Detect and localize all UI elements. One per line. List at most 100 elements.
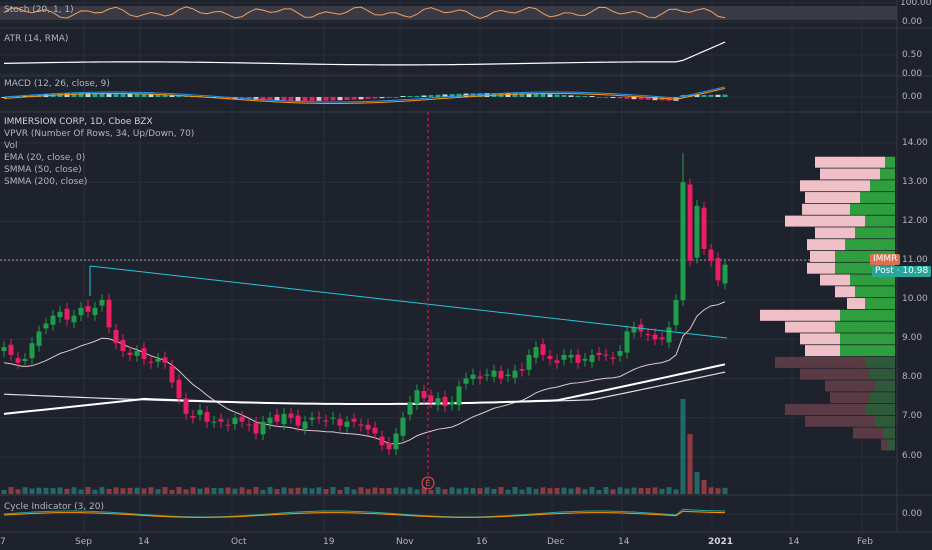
- volume-bar: [421, 487, 427, 494]
- macd-bar: [218, 97, 224, 99]
- x-tick-dec: Dec: [547, 537, 565, 547]
- macd-bar: [428, 95, 434, 97]
- macd-bar: [288, 97, 294, 101]
- volume-bar: [204, 487, 210, 494]
- macd-bar: [701, 94, 707, 97]
- ticker-tag[interactable]: IMMR: [870, 254, 901, 265]
- macd-bar: [92, 93, 98, 97]
- volume-bar: [477, 488, 483, 494]
- volume-bar: [169, 489, 175, 494]
- candle-body: [330, 417, 336, 419]
- macd-bar: [421, 95, 427, 97]
- volume-bar: [92, 489, 98, 494]
- macd-tick-000: 0.00: [902, 92, 923, 102]
- macd-bar: [323, 97, 329, 101]
- earnings-marker: [421, 476, 435, 490]
- earnings-marker-text[interactable]: E: [425, 479, 431, 488]
- ema-label[interactable]: EMA (20, close, 0): [4, 153, 86, 163]
- smma200-label[interactable]: SMMA (200, close): [4, 177, 88, 187]
- volume-bar: [379, 488, 385, 494]
- macd-bar: [547, 94, 553, 97]
- macd-line: [3, 86, 726, 103]
- volume-bar: [631, 487, 637, 494]
- x-tick-2021: 2021: [708, 537, 734, 547]
- cycle-label[interactable]: Cycle Indicator (3, 20): [4, 502, 105, 512]
- candle-body: [232, 417, 238, 425]
- candle-body: [708, 249, 714, 261]
- macd-bar: [372, 97, 378, 99]
- vpvr-down-row: [820, 168, 880, 180]
- candle-body: [582, 358, 588, 361]
- volume-bar: [617, 487, 623, 494]
- vpvr-down-row: [802, 203, 850, 215]
- volume-bar: [701, 480, 707, 494]
- volume-bar: [694, 472, 700, 494]
- candle-body: [274, 414, 280, 422]
- price-tick-6: 6.00: [902, 451, 923, 461]
- candle-body: [36, 331, 42, 346]
- volume-bar: [512, 487, 518, 494]
- vpvr-down-row: [785, 404, 865, 416]
- macd-bar: [71, 93, 77, 97]
- vpvr-down-row: [775, 356, 865, 368]
- post-market-tag[interactable]: Post · 10.98: [872, 266, 932, 277]
- candle-body: [148, 361, 154, 363]
- candle-body: [421, 390, 427, 399]
- volume-bar: [267, 487, 273, 494]
- candle-body: [463, 378, 469, 384]
- stoch-label[interactable]: Stoch (20, 1, 1): [4, 5, 74, 15]
- candle-body: [540, 344, 546, 355]
- macd-histogram: [1, 86, 728, 105]
- candle-body: [484, 374, 490, 376]
- macd-label[interactable]: MACD (12, 26, close, 9): [4, 79, 110, 89]
- macd-bar: [148, 94, 154, 97]
- vpvr-up-row: [870, 392, 895, 404]
- macd-bar: [512, 93, 518, 97]
- vpvr-down-row: [815, 227, 855, 239]
- volume-bar: [190, 487, 196, 494]
- candle-body: [624, 331, 630, 353]
- volume-bar: [288, 488, 294, 494]
- vol-label[interactable]: Vol: [4, 141, 18, 151]
- volume-bar: [15, 489, 21, 494]
- volume-bar: [330, 487, 336, 494]
- x-tick-7: 7: [0, 537, 6, 547]
- candle-body: [358, 424, 364, 426]
- candle-body: [211, 421, 217, 423]
- candle-body: [442, 396, 448, 406]
- volume-bar: [239, 487, 245, 494]
- candle-body: [407, 402, 413, 415]
- macd-bar: [568, 95, 574, 97]
- candle-body: [43, 323, 49, 329]
- volume-bar: [155, 489, 161, 494]
- vpvr-label[interactable]: VPVR (Number Of Rows, 34, Up/Down, 70): [4, 129, 195, 139]
- macd-bar: [708, 94, 714, 97]
- symbol-title[interactable]: IMMERSION CORP, 1D, Cboe BZX: [4, 117, 153, 127]
- volume-bar: [99, 487, 105, 494]
- chart-grid: [0, 0, 932, 533]
- signal-line: [3, 87, 726, 105]
- macd-bar: [113, 93, 119, 97]
- cycle-tick-000: 0.00: [902, 509, 923, 519]
- vpvr-down-row: [810, 250, 835, 262]
- candle-body: [722, 264, 728, 284]
- macd-bar: [484, 93, 490, 97]
- atr-tick-050: 0.50: [902, 50, 923, 60]
- volume-bar: [57, 487, 63, 494]
- candle-body: [120, 340, 126, 352]
- vpvr-up-row: [887, 439, 895, 451]
- macd-bar: [540, 93, 546, 97]
- x-tick-feb: Feb: [857, 537, 873, 547]
- candle-body: [316, 417, 322, 419]
- candle-body: [498, 370, 504, 379]
- candle-body: [15, 358, 21, 363]
- atr-label[interactable]: ATR (14, RMA): [4, 34, 69, 44]
- volume-bar: [652, 487, 658, 494]
- vpvr-up-row: [865, 356, 895, 368]
- macd-bar: [351, 97, 357, 100]
- candle-body: [365, 424, 371, 430]
- stoch-tick-0: 0.00: [902, 17, 923, 27]
- smma50-label[interactable]: SMMA (50, close): [4, 165, 82, 175]
- volume-bar: [722, 487, 728, 494]
